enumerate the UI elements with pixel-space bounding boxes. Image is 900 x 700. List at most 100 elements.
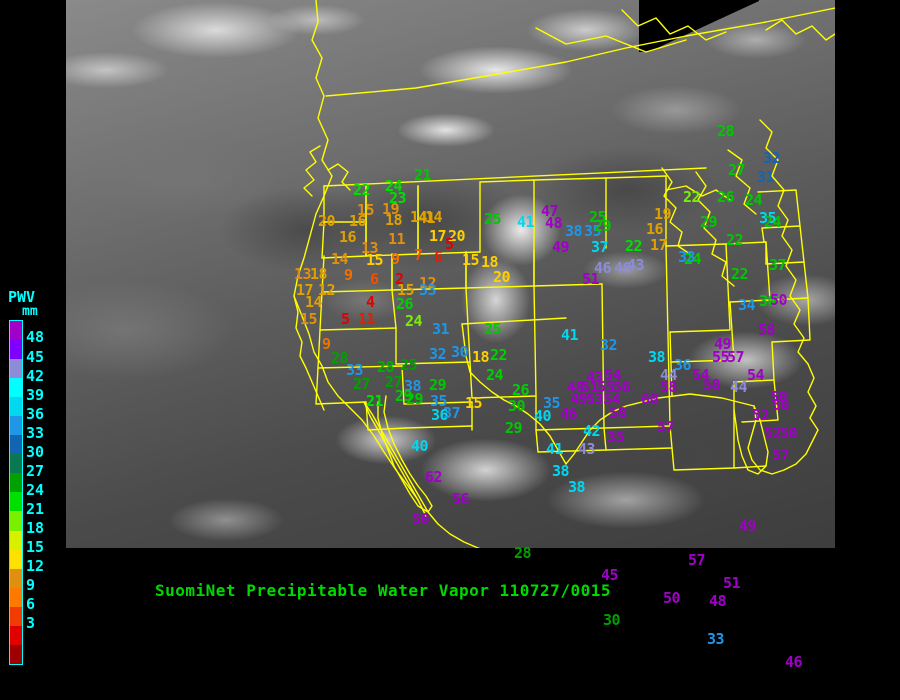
pwv-station-value: 35 (543, 394, 561, 412)
colorbar-swatch (10, 378, 22, 398)
pwv-station-value: 57 (772, 446, 790, 464)
pwv-station-value: 50 (780, 424, 798, 442)
pwv-station-value: 5 (445, 235, 454, 253)
pwv-station-value: 19 (382, 200, 400, 218)
pwv-station-value: 57 (688, 551, 706, 569)
colorbar-tick-label: 15 (26, 538, 45, 557)
pwv-station-value: 12 (318, 281, 336, 299)
colorbar-header: PWV (8, 288, 36, 306)
pwv-station-value: 37 (591, 238, 609, 256)
colorbar-tick-label: 27 (26, 461, 45, 480)
pwv-station-value: 26 (717, 188, 735, 206)
colorbar-units-label: mm (22, 304, 38, 319)
pwv-station-value: 22 (490, 346, 508, 364)
pwv-station-value: 38 (565, 222, 583, 240)
pwv-station-value: 25 (400, 356, 418, 374)
pwv-station-value: 44 (660, 366, 678, 384)
pwv-station-value: 29 (406, 390, 424, 408)
pwv-station-value: 14 (305, 293, 323, 311)
pwv-station-value: 51 (723, 574, 741, 592)
pwv-station-value: 29 (700, 213, 718, 231)
pwv-station-value: 35 (430, 392, 448, 410)
pwv-station-value: 32 (429, 345, 447, 363)
pwv-station-value: 15 (397, 281, 415, 299)
pwv-station-value: 7 (414, 246, 423, 264)
pwv-station-value: 38 (404, 377, 422, 395)
pwv-station-value: 41 (546, 440, 564, 458)
pwv-station-value: 53 (586, 390, 604, 408)
pwv-station-value: 34 (738, 296, 756, 314)
pwv-station-value: 22 (683, 188, 701, 206)
pwv-station-value: 58 (609, 404, 627, 422)
colorbar-tick-labels: 48 45 42 39 36 33 30 27 24 21 18 15 12 9 6 3 (26, 320, 66, 665)
pwv-station-value: 54 (604, 366, 622, 384)
pwv-station-value: 46 (594, 259, 612, 277)
pwv-station-value: 20 (493, 268, 511, 286)
pwv-station-value: 55 (597, 378, 615, 396)
pwv-station-value: 11 (358, 310, 376, 328)
pwv-station-value: 18 (310, 265, 328, 283)
pwv-station-value: 44 (730, 378, 748, 396)
pwv-station-value: 30 (759, 292, 777, 310)
pwv-station-value: 21 (414, 166, 432, 184)
pwv-station-value: 27 (728, 161, 746, 179)
pwv-station-value: 18 (481, 253, 499, 271)
pwv-station-value: 33 (419, 281, 437, 299)
pwv-station-value: 49 (552, 238, 570, 256)
pwv-station-value: 14 (425, 208, 443, 226)
pwv-station-value: 38 (648, 348, 666, 366)
pwv-station-value: 60 (641, 390, 659, 408)
pwv-station-value: 55 (712, 348, 730, 366)
pwv-station-value: 19 (654, 205, 672, 223)
pwv-station-value: 15 (300, 310, 318, 328)
pwv-station-value: 50 (412, 510, 430, 528)
pwv-station-value: 22 (731, 265, 749, 283)
pwv-station-value: 38 (568, 478, 586, 496)
colorbar-swatch (10, 568, 22, 588)
pwv-station-value: 22 (625, 237, 643, 255)
map-title: SuomiNet Precipitable Water Vapor 110727… (155, 581, 611, 600)
pwv-station-value: 15 (465, 394, 483, 412)
pwv-station-value: 62 (425, 468, 443, 486)
colorbar-swatch (10, 492, 22, 512)
pwv-station-value: 58 (758, 321, 776, 339)
pwv-station-value: 48 (545, 214, 563, 232)
pwv-station-value: 4 (366, 293, 375, 311)
pwv-station-value: 27 (385, 373, 403, 391)
pwv-station-value: 13 (294, 265, 312, 283)
pwv-station-value: 17 (296, 281, 314, 299)
colorbar-swatch (10, 530, 22, 550)
pwv-station-value: 17 (650, 236, 668, 254)
pwv-station-value: 29 (429, 376, 447, 394)
pwv-station-value: 41 (561, 326, 579, 344)
pwv-station-value: 43 (586, 368, 604, 386)
colorbar-tick-label: 3 (26, 614, 36, 633)
pwv-station-value: 24 (684, 250, 702, 268)
pwv-station-value: 57 (657, 418, 675, 436)
pwv-station-value: 16 (646, 220, 664, 238)
pwv-station-value: 16 (339, 228, 357, 246)
pwv-station-value: 35 (759, 209, 777, 227)
pwv-station-value: 48 (709, 592, 727, 610)
colorbar-tick-label: 33 (26, 423, 45, 442)
title-background-band (66, 548, 835, 580)
pwv-station-value: 25 (484, 210, 502, 228)
pwv-station-value: 29 (505, 419, 523, 437)
colorbar-tick-label: 48 (26, 328, 45, 347)
pwv-station-value: 41 (517, 213, 535, 231)
pwv-station-value: 51 (581, 378, 599, 396)
pwv-station-value: 46 (785, 653, 803, 671)
colorbar-tick-label: 36 (26, 404, 45, 423)
colorbar-swatch (10, 435, 22, 455)
pwv-station-value: 56 (452, 490, 470, 508)
pwv-station-value: 52 (764, 424, 782, 442)
pwv-station-value: 2 (395, 270, 404, 288)
pwv-station-value: 15 (357, 201, 375, 219)
pwv-station-value: 45 (601, 566, 619, 584)
pwv-station-value: 54 (747, 366, 765, 384)
pwv-station-value: 35 (584, 222, 602, 240)
colorbar-swatch (10, 625, 22, 645)
map-boundaries-overlay (293, 0, 835, 577)
pwv-station-value: 42 (583, 422, 601, 440)
pwv-station-value: 22 (353, 181, 371, 199)
